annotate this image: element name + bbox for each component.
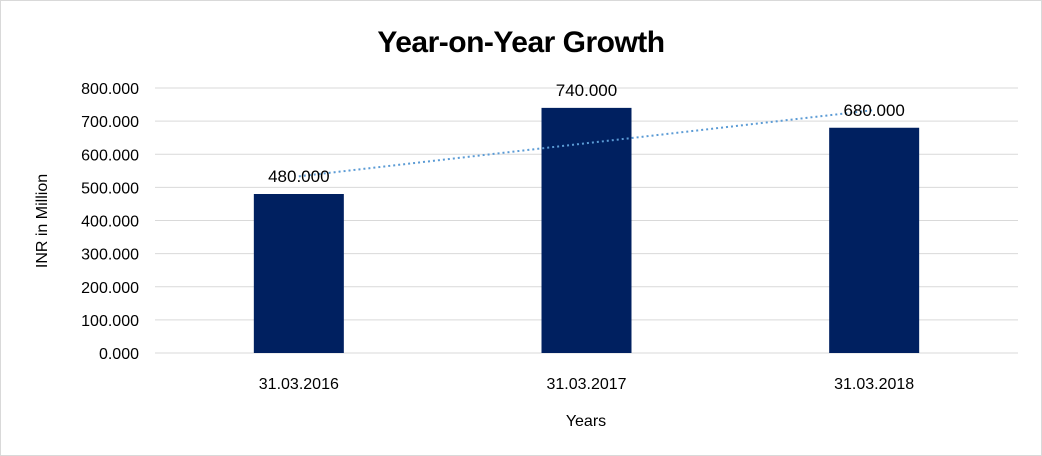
y-tick-label: 800.000 bbox=[81, 81, 139, 98]
y-tick-label: 400.000 bbox=[81, 214, 139, 231]
data-label: 480.000 bbox=[268, 167, 329, 186]
bars bbox=[253, 107, 920, 353]
data-label: 740.000 bbox=[556, 81, 617, 100]
trendline bbox=[298, 109, 875, 178]
y-tick-label: 200.000 bbox=[81, 280, 139, 297]
bar bbox=[541, 107, 632, 353]
x-axis-title: Years bbox=[566, 413, 606, 430]
y-axis-ticks: 0.000 100.000 200.000 300.000 400.000 500.000… bbox=[81, 81, 139, 363]
data-label: 680.000 bbox=[843, 101, 904, 120]
chart-title: Year-on-Year Growth bbox=[377, 26, 664, 59]
y-tick-label: 100.000 bbox=[81, 313, 139, 330]
y-tick-label: 0.000 bbox=[99, 346, 139, 363]
bar bbox=[253, 194, 344, 353]
y-tick-label: 600.000 bbox=[81, 147, 139, 164]
bar bbox=[829, 127, 920, 353]
trendline-line bbox=[298, 109, 875, 178]
x-tick-label: 31.03.2018 bbox=[834, 376, 914, 393]
data-labels: 480.000 740.000 680.000 bbox=[268, 81, 905, 186]
x-axis-ticks: 31.03.2016 31.03.2017 31.03.2018 bbox=[259, 376, 915, 393]
x-tick-label: 31.03.2017 bbox=[546, 376, 626, 393]
y-tick-label: 300.000 bbox=[81, 247, 139, 264]
y-tick-label: 500.000 bbox=[81, 180, 139, 197]
y-axis-title: INR in Million bbox=[34, 174, 51, 268]
x-tick-label: 31.03.2016 bbox=[259, 376, 339, 393]
y-tick-label: 700.000 bbox=[81, 114, 139, 131]
